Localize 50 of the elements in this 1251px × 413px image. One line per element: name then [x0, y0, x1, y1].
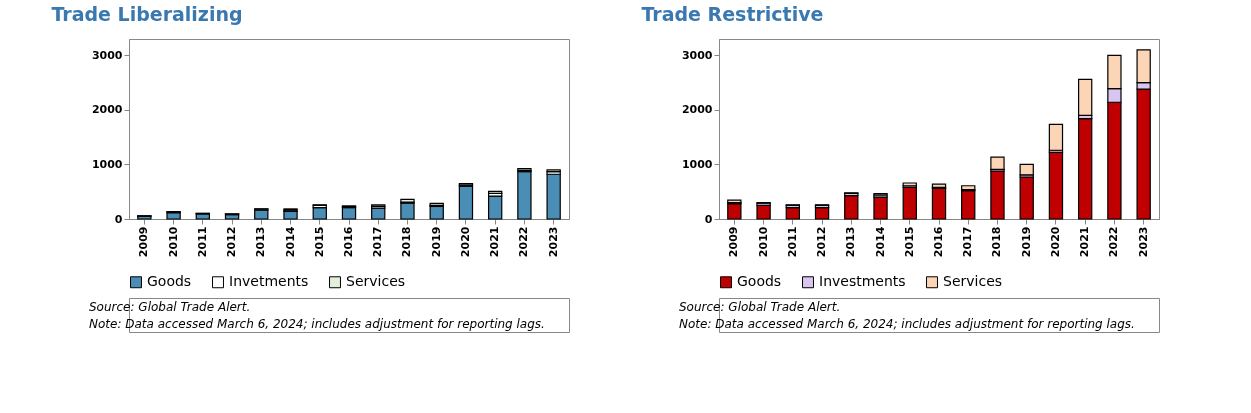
x-tick-label: 2009: [727, 226, 741, 258]
legend-label: Goods: [147, 273, 192, 290]
x-tick-label: 2020: [458, 226, 472, 258]
legend-label: Services: [346, 273, 406, 290]
x-tick-label: 2016: [932, 226, 945, 258]
legend-label: Invetments: [229, 273, 309, 290]
x-tick-label: 2017: [961, 226, 975, 258]
y-tick-label: 2000: [681, 103, 713, 117]
x-tick-label: 2012: [225, 226, 239, 258]
x-tick-label: 2010: [756, 226, 770, 258]
x-tick-label: 2013: [844, 226, 858, 258]
y-tick-label: 0: [704, 212, 713, 226]
x-tick-label: 2022: [517, 226, 531, 258]
y-tick-label: 2000: [91, 103, 123, 117]
text: Note: Data accessed March 6, 2024; includes adjustment for reporting lags.: [679, 316, 1135, 331]
x-tick-label: 2014: [873, 226, 887, 258]
x-tick-label: 2012: [815, 226, 829, 258]
y-tick-label: 3000: [681, 48, 713, 62]
chart-title: Trade Restrictive: [641, 3, 824, 25]
y-tick-label: 1000: [681, 157, 713, 171]
x-tick-label: 2021: [1078, 226, 1092, 258]
legend-label: Investments: [819, 273, 906, 290]
x-tick-label: 2022: [1107, 226, 1121, 258]
source-note: Source: Global Trade Alert.: [89, 299, 251, 314]
x-tick-label: 2018: [990, 226, 1004, 258]
y-tick-label: 1000: [91, 157, 123, 171]
x-tick-label: 2015: [312, 226, 326, 258]
x-tick-label: 2010: [166, 226, 180, 258]
x-tick-label: 2014: [283, 226, 297, 258]
text: Note: Data accessed March 6, 2024; includes adjustment for reporting lags.: [89, 316, 545, 331]
x-tick-label: 2018: [400, 226, 414, 258]
x-tick-label: 2011: [195, 226, 209, 258]
x-tick-label: 2015: [902, 226, 916, 258]
legend-label: Goods: [737, 273, 782, 290]
x-tick-label: 2023: [546, 226, 560, 258]
x-tick-label: 2020: [1048, 226, 1062, 258]
x-tick-label: 2019: [429, 226, 443, 258]
chart-title: Trade Liberalizing: [51, 3, 243, 25]
x-tick-label: 2017: [371, 226, 385, 258]
x-tick-label: 2013: [254, 226, 268, 258]
legend-label: Services: [943, 273, 1003, 290]
y-tick-label: 3000: [91, 48, 123, 62]
x-tick-label: 2009: [137, 226, 151, 258]
x-tick-label: 2023: [1136, 226, 1150, 258]
y-tick-label: 0: [114, 212, 123, 226]
x-tick-label: 2011: [785, 226, 799, 258]
source-note: Source: Global Trade Alert.: [679, 299, 841, 314]
x-tick-label: 2016: [342, 226, 355, 258]
x-tick-label: 2019: [1019, 226, 1033, 258]
x-tick-label: 2021: [488, 226, 502, 258]
